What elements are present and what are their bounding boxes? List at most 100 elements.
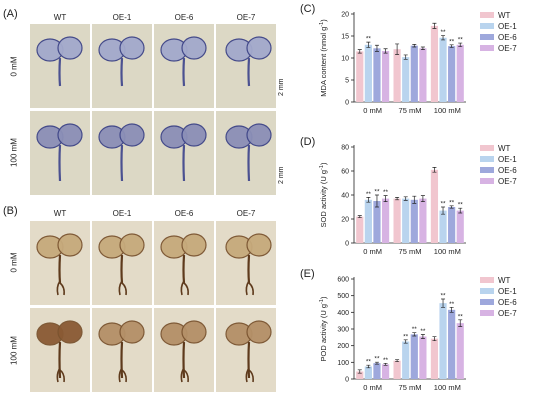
error-bar [383,48,388,54]
bar [419,48,427,102]
y-tick-label: 200 [337,343,349,350]
seedling-photo [30,221,90,305]
y-tick-label: 20 [341,217,349,224]
panel-a-scale-top: 2 mm [278,78,285,97]
error-bar [412,44,417,48]
y-tick-label: 100 [337,360,349,367]
error-bar [441,206,446,215]
photo-cell [154,308,214,392]
y-tick-label: 5 [345,78,349,85]
bar [448,207,456,243]
bar [373,48,381,102]
legend-label: OE-6 [498,33,517,42]
error-bar [366,41,371,48]
significance-label: ** [441,201,447,208]
error-bar [374,194,379,208]
x-tick-label: 75 mM [399,106,422,115]
y-tick-label: 15 [341,34,349,41]
error-bar [449,306,454,313]
panel-a-photo-grid [30,24,276,195]
y-tick-label: 400 [337,310,349,317]
y-tick-label: 0 [345,100,349,107]
significance-label: ** [458,202,464,209]
panel-a-col-oe6: OE-6 [174,13,194,22]
photo-cell [92,308,152,392]
error-bar [357,215,362,218]
seedling-photo [92,24,152,108]
error-bar [357,49,362,54]
seedling-photo [216,24,276,108]
bar [402,57,410,102]
bar [364,44,372,102]
error-bar [412,332,417,337]
panel-b-row-100mm: 100 mM [9,336,19,365]
bar [393,198,401,243]
bar [402,198,410,243]
significance-label: ** [366,36,372,43]
error-bar [366,197,371,203]
legend-swatch [480,23,494,29]
seedling-photo [30,24,90,108]
legend-label: OE-7 [498,44,517,53]
seedling-photo [30,308,90,392]
seedling-photo [154,221,214,305]
legend-label: OE-7 [498,309,517,318]
photo-cell [216,221,276,305]
legend-label: OE-6 [498,298,517,307]
bar [410,334,418,379]
bar [410,199,418,243]
y-tick-label: 40 [341,193,349,200]
bar [381,198,390,243]
seedling-photo [216,111,276,195]
significance-label: ** [449,38,455,45]
bar [430,25,439,103]
photo-cell [154,111,214,195]
significance-label: ** [441,29,447,36]
significance-label: ** [383,357,389,364]
legend-swatch [480,167,494,173]
bar [356,51,364,102]
bar [439,37,447,103]
panel-b-col-oe7: OE-7 [236,209,256,218]
bar [448,46,456,102]
error-bar [458,207,463,214]
significance-label: ** [449,301,455,308]
bar [356,216,364,243]
legend-label: WT [498,11,511,20]
bar [364,366,372,379]
significance-label: ** [441,293,447,300]
error-bar [432,22,437,29]
bar [430,338,439,379]
legend-swatch [480,34,494,40]
bar [373,363,381,379]
error-bar [458,319,463,327]
error-bar [383,195,388,202]
y-tick-label: 10 [341,56,349,63]
bar [364,199,372,243]
legend-swatch [480,145,494,151]
error-bar [420,195,425,202]
seedling-photo [92,111,152,195]
bar [456,323,464,379]
bar [381,50,390,102]
legend-label: OE-6 [498,166,517,175]
significance-label: ** [458,313,464,320]
panel-label: (D) [300,136,315,148]
panel-b-col-oe1: OE-1 [112,209,132,218]
error-bar [449,44,454,48]
photo-cell [154,221,214,305]
bar [448,309,456,379]
error-bar [412,195,417,204]
panel-a-row-100mm: 100 mM [9,138,19,167]
error-bar [403,196,408,201]
error-bar [449,205,454,209]
error-bar [432,167,437,173]
legend-swatch [480,277,494,283]
bar [393,360,401,379]
bar [439,303,447,379]
error-bar [441,35,446,41]
significance-label: ** [366,359,372,366]
seedling-photo [154,24,214,108]
error-bar [458,42,463,47]
seedling-photo [154,308,214,392]
